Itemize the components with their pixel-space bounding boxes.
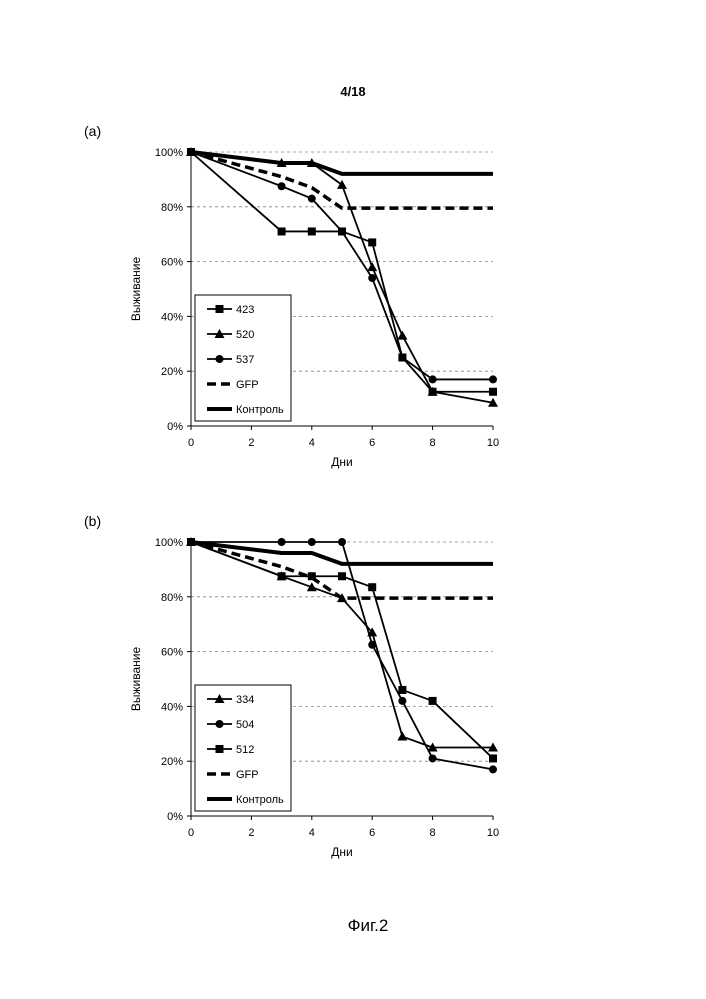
chart-a-y-tick-label: 20%: [161, 366, 183, 378]
chart-a-x-tick-label: 0: [188, 437, 194, 449]
chart-a-data-point: [398, 354, 406, 362]
chart-b-y-tick-label: 40%: [161, 701, 183, 713]
chart-a-panel-label: (a): [84, 123, 101, 139]
chart-b-legend-marker: [216, 720, 224, 728]
chart-b-legend-label: GFP: [236, 769, 259, 781]
chart-a-legend-label: GFP: [236, 379, 259, 391]
chart-b-x-axis-title: Дни: [331, 845, 352, 859]
chart-b-data-point: [338, 572, 346, 580]
chart-b-y-tick-label: 60%: [161, 647, 183, 659]
chart-a-data-point: [278, 227, 286, 235]
chart-a-legend-label: 423: [236, 304, 254, 316]
chart-b-series-3: [191, 542, 493, 598]
chart-b-x-tick-label: 8: [430, 827, 436, 839]
chart-a-y-tick-label: 0%: [167, 421, 183, 433]
chart-b-data-point: [429, 697, 437, 705]
chart-a-data-point: [489, 388, 497, 396]
chart-b-data-point: [397, 732, 407, 741]
chart-a-x-tick-label: 2: [248, 437, 254, 449]
chart-b-x-tick-label: 0: [188, 827, 194, 839]
chart-a-data-point: [429, 375, 437, 383]
chart-a-y-tick-label: 80%: [161, 202, 183, 214]
chart-a-data-point: [397, 331, 407, 340]
chart-b-data-point: [398, 697, 406, 705]
chart-a-data-point: [367, 262, 377, 271]
page-number: 4/18: [0, 84, 706, 99]
chart-b-y-tick-label: 20%: [161, 756, 183, 768]
chart-b-legend-label: 512: [236, 744, 254, 756]
chart-b-legend-label: 334: [236, 694, 254, 706]
chart-b-x-tick-label: 10: [487, 827, 499, 839]
chart-a-y-tick-label: 100%: [155, 147, 183, 159]
chart-a-y-tick-label: 40%: [161, 311, 183, 323]
chart-b-legend-label: 504: [236, 719, 254, 731]
chart-b-data-point: [489, 754, 497, 762]
chart-b-x-tick-label: 2: [248, 827, 254, 839]
chart-b-series-line: [191, 542, 493, 598]
chart-a-data-point: [308, 227, 316, 235]
chart-a-legend-label: 537: [236, 354, 254, 366]
chart-b-y-axis-title: Выживание: [129, 647, 143, 712]
chart-a-y-axis-title: Выживание: [129, 257, 143, 322]
chart-b-x-tick-label: 6: [369, 827, 375, 839]
survival-chart-b: (b) 0% 20% 40% 60% 80% 100% 0 2 4 6 8 10 Дни Выживание…: [0, 500, 706, 920]
chart-a-data-point: [278, 182, 286, 190]
chart-a-data-point: [368, 274, 376, 282]
chart-b-legend-label: Контроль: [236, 794, 284, 806]
chart-b-data-point: [429, 754, 437, 762]
figure-caption: Фиг.2: [0, 916, 706, 936]
chart-a-data-point: [338, 227, 346, 235]
chart-a-x-axis-title: Дни: [331, 455, 352, 469]
chart-a-x-tick-label: 4: [309, 437, 315, 449]
chart-b-data-point: [368, 583, 376, 591]
chart-b-data-point: [278, 572, 286, 580]
chart-a-legend-label: Контроль: [236, 404, 284, 416]
chart-b-data-point: [308, 538, 316, 546]
chart-b-x-tick-label: 4: [309, 827, 315, 839]
chart-a-data-point: [368, 238, 376, 246]
chart-a-data-point: [489, 375, 497, 383]
chart-a-x-tick-label: 8: [430, 437, 436, 449]
chart-b-legend-marker: [216, 745, 224, 753]
chart-a-data-point: [308, 195, 316, 203]
chart-a-y-tick-label: 60%: [161, 257, 183, 269]
chart-b-y-tick-label: 100%: [155, 537, 183, 549]
chart-a-legend-label: 520: [236, 329, 254, 341]
chart-b-y-tick-label: 80%: [161, 592, 183, 604]
chart-b-data-point: [368, 641, 376, 649]
chart-b-y-tick-label: 0%: [167, 811, 183, 823]
chart-b-data-point: [489, 765, 497, 773]
chart-a-legend-marker: [216, 305, 224, 313]
chart-b-data-point: [398, 686, 406, 694]
chart-a-x-tick-label: 6: [369, 437, 375, 449]
chart-b-data-point: [278, 538, 286, 546]
survival-chart-a: (a) 0% 20% 40% 60% 80% 100% 0 2 4 6 8 10 Дни Выживание…: [0, 110, 706, 530]
chart-b-data-point: [338, 538, 346, 546]
chart-a-legend-marker: [216, 355, 224, 363]
chart-b-panel-label: (b): [84, 513, 101, 529]
chart-a-x-tick-label: 10: [487, 437, 499, 449]
